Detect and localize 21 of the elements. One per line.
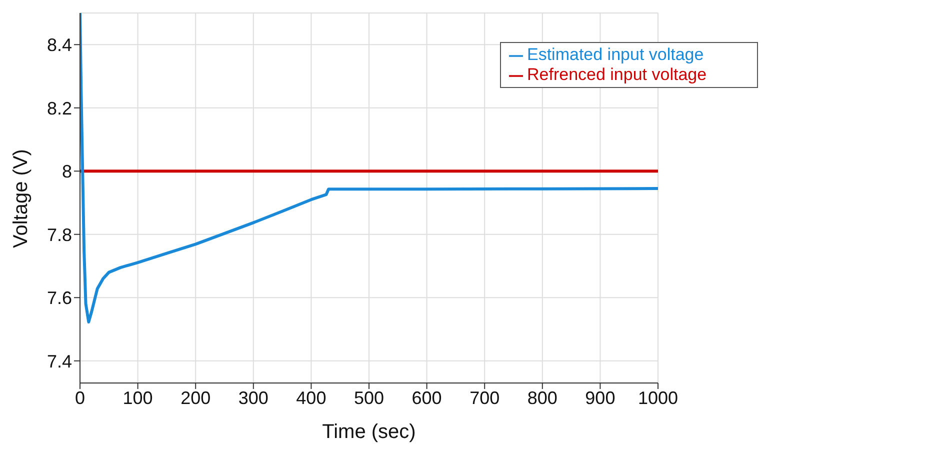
x-tick-label: 900 xyxy=(585,388,616,408)
x-axis-title: Time (sec) xyxy=(322,421,416,443)
x-tick-label: 0 xyxy=(74,388,86,408)
x-tick-label: 1000 xyxy=(638,388,678,408)
x-tick-label: 700 xyxy=(470,388,500,408)
y-tick-label: 8.4 xyxy=(46,35,72,56)
legend-label: Estimated input voltage xyxy=(527,45,704,64)
y-tick-label: 8.2 xyxy=(46,98,72,118)
y-tick-label: 8 xyxy=(62,162,72,182)
y-tick-label: 7.6 xyxy=(46,288,72,308)
y-tick-label: 7.4 xyxy=(46,351,72,372)
y-tick-label: 7.8 xyxy=(46,224,72,245)
x-tick-label: 800 xyxy=(527,388,558,408)
x-tick-label: 200 xyxy=(180,388,211,408)
x-tick-label: 300 xyxy=(238,388,268,408)
x-tick-label: 600 xyxy=(412,388,442,408)
y-axis-title: Voltage (V) xyxy=(10,149,32,248)
x-tick-label: 400 xyxy=(296,388,326,408)
x-tick-label: 500 xyxy=(354,388,384,408)
x-tick-label: 100 xyxy=(122,388,153,408)
legend-label: Refrenced input voltage xyxy=(527,65,707,84)
